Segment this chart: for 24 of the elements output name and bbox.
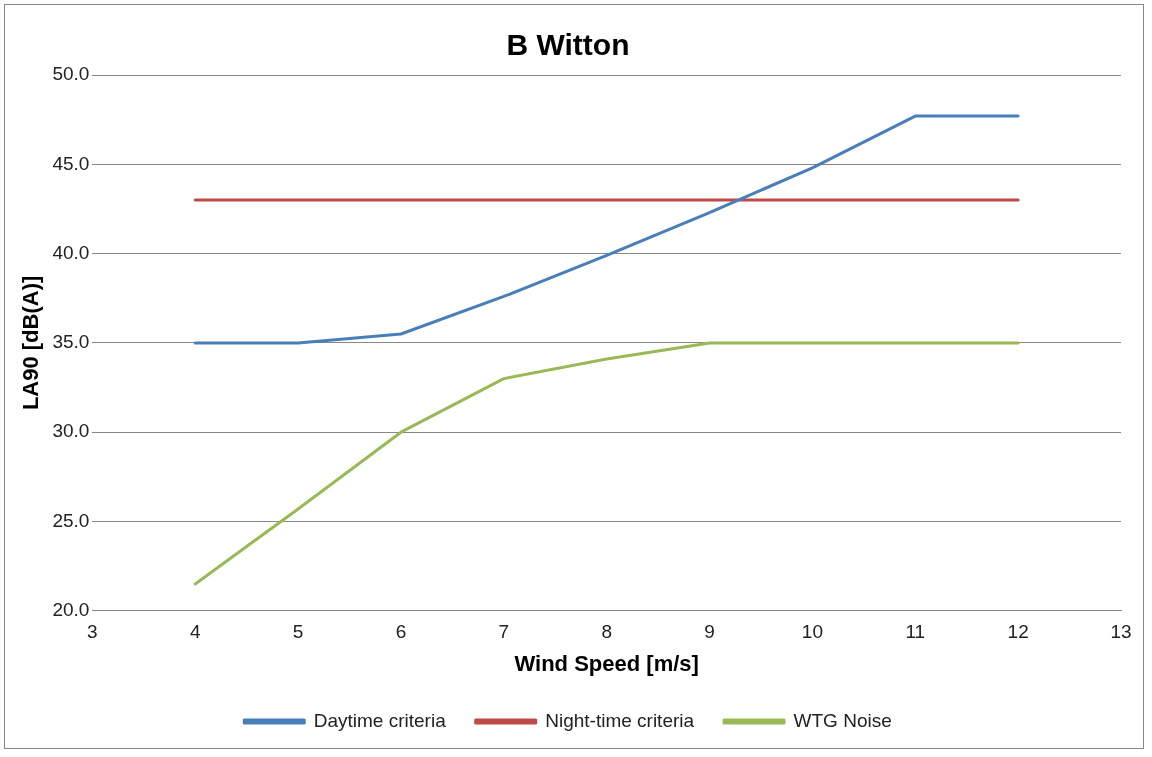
x-tick-label: 10 xyxy=(801,621,823,643)
x-tick-label: 7 xyxy=(498,621,510,643)
x-tick-label: 5 xyxy=(292,621,304,643)
y-tick-label: 45.0 xyxy=(52,152,90,174)
x-tick-label: 9 xyxy=(704,621,715,643)
y-tick-label: 30.0 xyxy=(52,420,90,442)
y-tick-label: 40.0 xyxy=(52,241,90,263)
y-tick-label: 50.0 xyxy=(52,63,90,85)
x-tick-label: 12 xyxy=(1007,621,1029,643)
legend-label: Night-time criteria xyxy=(545,709,695,731)
x-tick-label: 4 xyxy=(189,621,201,643)
x-tick-label: 3 xyxy=(87,621,98,643)
chart-title: B Witton xyxy=(506,28,630,62)
x-tick-label: 11 xyxy=(905,621,926,643)
legend-label: Daytime criteria xyxy=(313,709,447,731)
legend-label: WTG Noise xyxy=(793,709,892,731)
x-tick-label: 8 xyxy=(601,621,612,643)
x-tick-label: 13 xyxy=(1110,621,1132,643)
x-tick-label: 6 xyxy=(395,621,407,643)
y-tick-label: 35.0 xyxy=(52,331,90,353)
y-tick-label: 20.0 xyxy=(52,599,90,621)
y-axis-title: LA90 [dB(A)] xyxy=(18,275,44,411)
x-axis-title: Wind Speed [m/s] xyxy=(514,650,699,676)
y-tick-label: 25.0 xyxy=(52,509,90,531)
